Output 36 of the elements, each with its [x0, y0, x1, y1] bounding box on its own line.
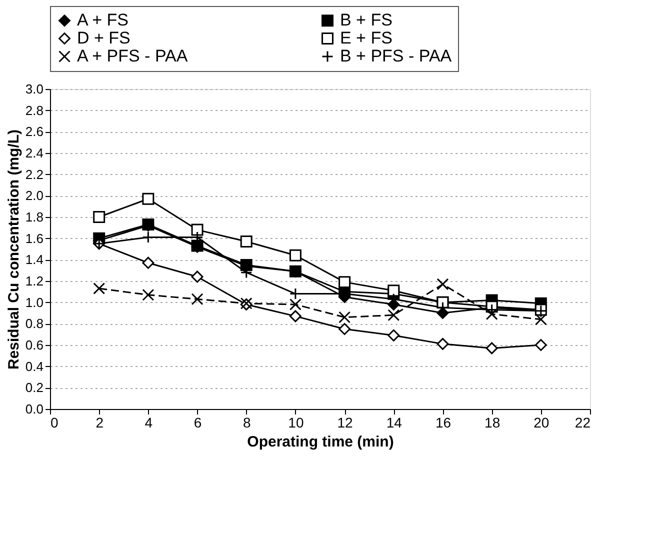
x-tick-label: 0 — [50, 414, 58, 430]
legend-label: B + FS — [340, 10, 392, 30]
x-tick-label: 6 — [194, 414, 202, 430]
x-tick-label: 8 — [242, 414, 251, 430]
x-tick-label: 22 — [574, 414, 591, 430]
legend-label: A + FS — [77, 10, 128, 30]
y-tick-label: 1.0 — [25, 294, 44, 310]
x-tick-label: 2 — [96, 414, 104, 430]
x-tick-label: 12 — [337, 414, 354, 430]
y-tick-label: 0.6 — [25, 338, 44, 352]
legend-label: E + FS — [340, 28, 392, 48]
x-tick-label: 18 — [484, 414, 500, 430]
y-tick-label: 0.0 — [25, 402, 44, 416]
y-tick-label: 2.2 — [25, 166, 44, 182]
y-tick-label: 1.4 — [25, 252, 44, 268]
x-tick-label: 4 — [144, 414, 153, 430]
y-tick-label: 2.0 — [25, 188, 44, 204]
x-tick-label: 20 — [534, 414, 550, 430]
x-tick-label: 10 — [288, 414, 304, 430]
x-tick-label: 16 — [435, 414, 452, 430]
x-axis-title: Operating time (min) — [247, 434, 394, 450]
y-tick-label: 0.4 — [25, 358, 44, 374]
legend-label: B + PFS - PAA — [340, 46, 452, 66]
y-tick-label: 2.8 — [25, 102, 44, 118]
legend-label: A + PFS - PAA — [77, 46, 188, 66]
y-tick-label: 0.8 — [25, 316, 44, 332]
legend-label: D + FS — [77, 28, 130, 48]
y-axis-title: Residual Cu concentration (mg/L) — [5, 129, 22, 370]
y-tick-label: 1.6 — [25, 230, 44, 246]
y-tick-label: 1.8 — [25, 210, 44, 224]
y-tick-label: 2.4 — [25, 146, 44, 160]
y-tick-label: 2.6 — [25, 124, 44, 140]
y-tick-label: 1.2 — [25, 274, 44, 288]
y-tick-label: 0.2 — [25, 380, 44, 396]
x-tick-label: 14 — [386, 414, 402, 430]
y-tick-label: 3.0 — [25, 82, 44, 96]
